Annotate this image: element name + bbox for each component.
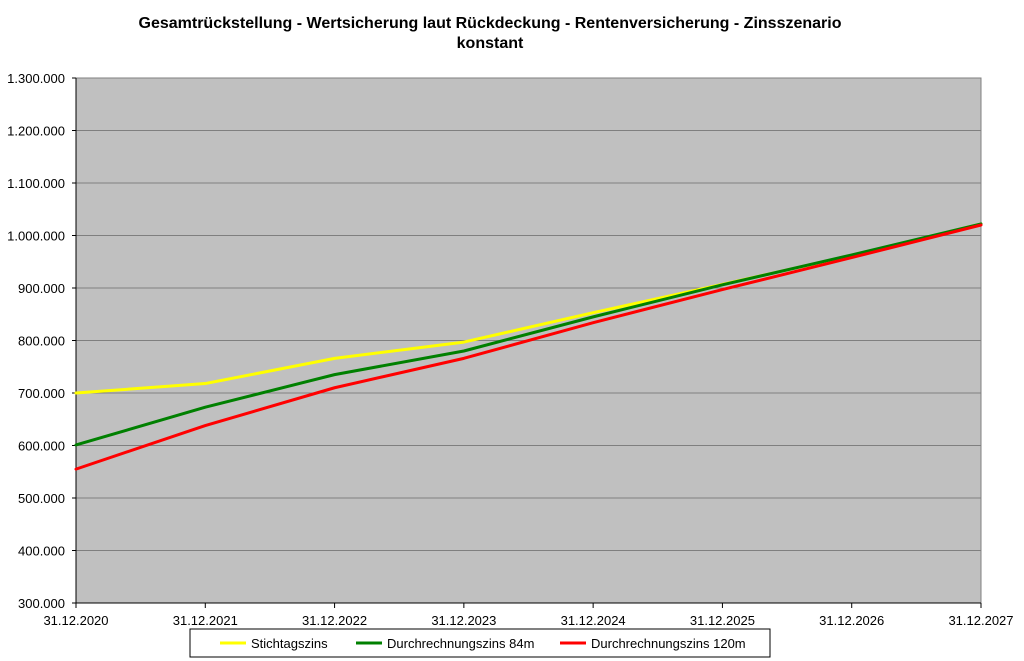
y-tick-label: 400.000 bbox=[18, 544, 65, 559]
chart-title-line-1: Gesamtrückstellung - Wertsicherung laut … bbox=[138, 15, 842, 32]
x-tick-label: 31.12.2020 bbox=[43, 613, 108, 628]
legend: Stichtagszins Durchrechnungszins 84m Durch… bbox=[189, 628, 771, 658]
y-tick-label: 500.000 bbox=[18, 491, 65, 506]
x-tick-label: 31.12.2022 bbox=[302, 613, 367, 628]
legend-label: Durchrechnungszins 84m bbox=[387, 636, 534, 651]
x-tick-label: 31.12.2023 bbox=[431, 613, 496, 628]
legend-label: Stichtagszins bbox=[251, 636, 328, 651]
x-tick-label: 31.12.2025 bbox=[690, 613, 755, 628]
series-line-2 bbox=[74, 222, 983, 447]
y-tick-label: 1.100.000 bbox=[7, 176, 65, 191]
y-tick-label: 700.000 bbox=[18, 386, 65, 401]
chart-title: Gesamtrückstellung - Wertsicherung laut … bbox=[0, 14, 980, 54]
x-tick-label: 31.12.2021 bbox=[173, 613, 238, 628]
x-tick-label: 31.12.2026 bbox=[819, 613, 884, 628]
y-tick-label: 600.000 bbox=[18, 439, 65, 454]
y-tick-label: 900.000 bbox=[18, 281, 65, 296]
legend-label: Durchrechnungszins 120m bbox=[591, 636, 746, 651]
y-tick-label: 1.200.000 bbox=[7, 124, 65, 139]
series-line-3 bbox=[74, 223, 983, 471]
y-tick-label: 1.300.000 bbox=[7, 71, 65, 86]
axes: 300.000 400.000 500.000 600.000 700.000 800.0… bbox=[7, 71, 1013, 628]
x-tick-label: 31.12.2024 bbox=[561, 613, 626, 628]
series-lines bbox=[74, 222, 983, 471]
y-tick-label: 1.000.000 bbox=[7, 229, 65, 244]
y-tick-label: 800.000 bbox=[18, 334, 65, 349]
y-tick-label: 300.000 bbox=[18, 596, 65, 611]
x-tick-label: 31.12.2027 bbox=[948, 613, 1013, 628]
chart-title-line-2: konstant bbox=[456, 35, 524, 52]
legend-box bbox=[189, 628, 771, 658]
gridlines bbox=[76, 77, 981, 604]
